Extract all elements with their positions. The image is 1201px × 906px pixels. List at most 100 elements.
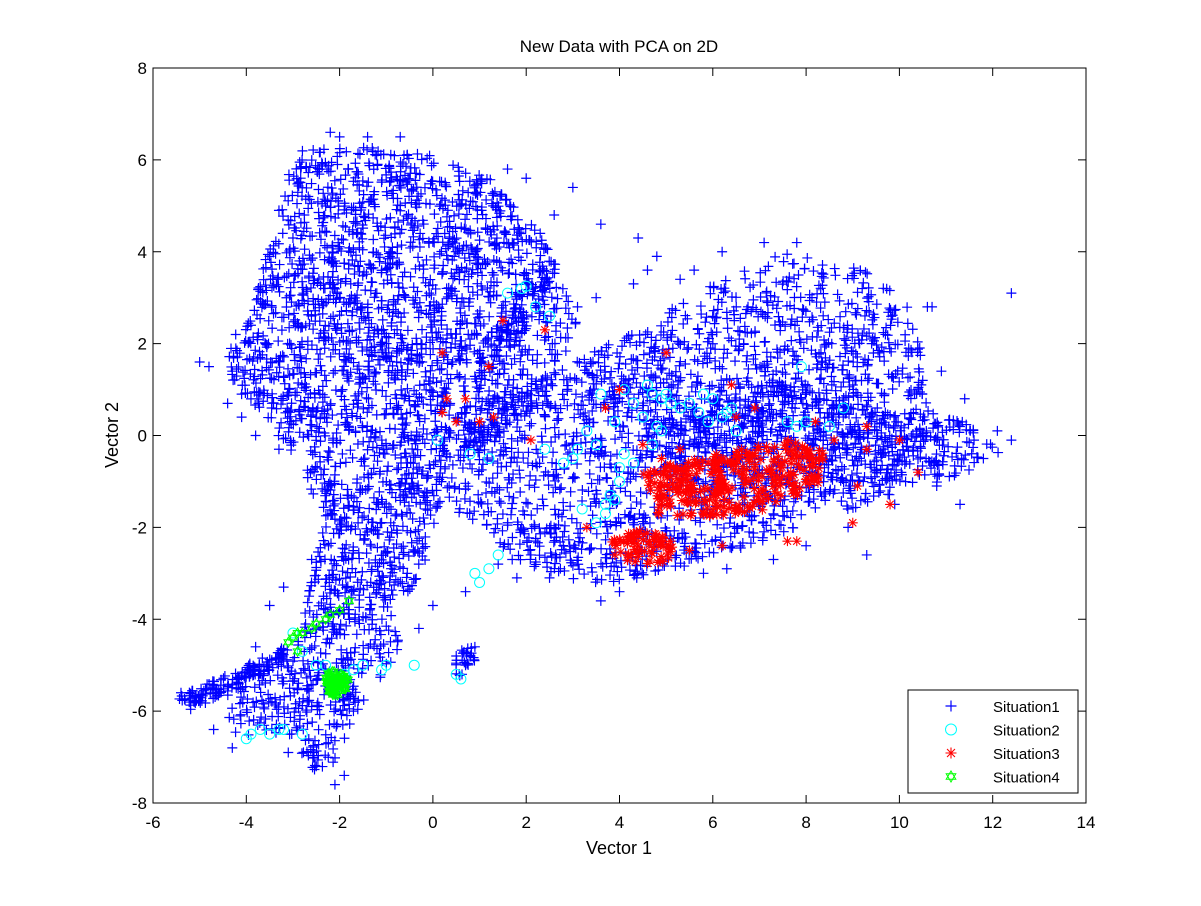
region-point-situation1 [351,478,362,489]
region-point-situation1 [249,305,260,316]
region-point-situation1 [425,349,436,360]
region-point-situation1 [249,702,260,713]
region-point-situation1 [437,237,448,248]
region-point-situation1 [368,331,379,342]
region-point-situation1 [380,548,391,559]
region-point-situation1 [235,718,246,729]
region-point-situation1 [263,364,274,375]
region-point-situation1 [390,630,401,641]
region-point-situation1 [324,447,335,458]
region-point-situation1 [443,378,454,389]
region-point-situation1 [471,244,482,255]
region-point-situation1 [319,412,330,423]
region-point-situation1 [315,456,326,467]
region-point-situation1 [252,353,263,364]
region-point-situation1 [372,324,383,335]
region-point-situation1 [295,352,306,363]
region-point-situation1 [304,665,315,676]
region-point-situation1 [342,371,353,382]
region-point-situation1 [366,276,377,287]
region-point-situation1 [341,513,352,524]
region-point-situation1 [289,349,300,360]
region-point-situation1 [352,577,363,588]
region-point-situation1 [364,196,375,207]
region-point-situation1 [311,344,322,355]
region-point-situation1 [425,365,436,376]
region-point-situation1 [239,373,250,384]
region-point-situation1 [349,584,360,595]
region-point-situation1 [484,311,495,322]
region-point-situation1 [256,712,267,723]
region-point-situation1 [476,205,487,216]
region-point-situation1 [323,737,334,748]
region-point-situation1 [511,230,522,241]
region-point-situation1 [362,444,373,455]
region-point-situation1 [436,375,447,386]
region-point-situation1 [495,191,506,202]
region-point-situation1 [390,510,401,521]
region-point-situation1 [320,604,331,615]
region-point-situation1 [431,503,442,514]
region-point-situation1 [329,230,340,241]
region-point-situation1 [373,249,384,260]
region-point-situation1 [258,263,269,274]
region-point-situation1 [436,363,447,374]
region-point-situation1 [273,430,284,441]
region-point-situation1 [389,580,400,591]
region-point-situation1 [396,240,407,251]
region-point-situation1 [313,354,324,365]
region-point-situation1 [288,277,299,288]
region-point-situation1 [301,284,312,295]
region-point-situation1 [322,242,333,253]
region-point-situation1 [372,542,383,553]
region-point-situation1 [284,383,295,394]
region-point-situation1 [353,361,364,372]
region-point-situation1 [383,625,394,636]
region-point-situation1 [302,472,313,483]
region-point-situation1 [353,335,364,346]
region-point-situation1 [286,398,297,409]
region-point-situation1 [445,373,456,384]
region-point-situation1 [358,403,369,414]
region-point-situation1 [474,235,485,246]
region-point-situation1 [535,250,546,261]
region-point-situation1 [366,541,377,552]
region-point-situation1 [237,697,248,708]
region-point-situation1 [463,271,474,282]
region-point-situation1 [278,676,289,687]
region-point-situation1 [408,368,419,379]
region-point-situation1 [467,264,478,275]
region-point-situation1 [391,357,402,368]
region-point-situation1 [419,182,430,193]
region-point-situation1 [340,457,351,468]
region-point-situation1 [335,705,346,716]
region-point-situation1 [276,393,287,404]
region-point-situation1 [526,219,537,230]
region-point-situation1 [295,217,306,228]
region-point-situation1 [345,247,356,258]
region-point-situation1 [459,253,470,264]
region-point-situation1 [491,233,502,244]
region-point-situation1 [351,216,362,227]
region-point-situation1 [513,245,524,256]
region-point-situation1 [381,508,392,519]
region-point-situation1 [328,311,339,322]
region-point-situation1 [343,501,354,512]
region-point-situation1 [278,372,289,383]
region-point-situation1 [428,518,439,529]
region-point-situation1 [384,534,395,545]
region-point-situation1 [337,220,348,231]
region-point-situation1 [333,590,344,601]
region-point-situation1 [429,251,440,262]
region-point-situation1 [339,629,350,640]
region-point-situation1 [357,197,368,208]
region-point-situation1 [277,228,288,239]
region-point-situation1 [345,278,356,289]
region-point-situation1 [453,372,464,383]
region-point-situation1 [338,503,349,514]
region-point-situation1 [338,694,349,705]
region-point-situation1 [417,357,428,368]
region-point-situation1 [362,527,373,538]
region-point-situation1 [313,427,324,438]
